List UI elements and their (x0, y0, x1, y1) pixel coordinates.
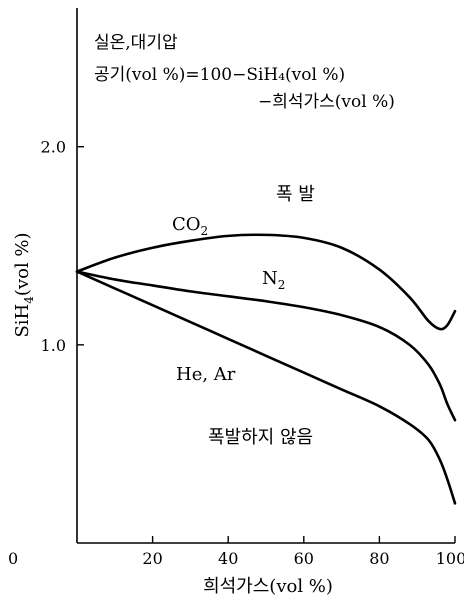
x-tick-label-40: 40 (218, 549, 238, 568)
series-layer (75, 233, 457, 505)
y-tick-label-0: 1.0 (41, 336, 66, 355)
note-line-2: 공기(vol %)=100−SiH₄(vol %) (94, 65, 345, 85)
series-label-n2-sub: 2 (278, 278, 286, 292)
series-label-n2: N2 (262, 268, 285, 292)
x-tick-label-20: 20 (142, 549, 162, 568)
series-line-he-ar (75, 270, 457, 505)
region-label-explosion: 폭 발 (276, 184, 315, 205)
series-label-co2: CO2 (172, 214, 208, 238)
series-line-n2 (75, 270, 457, 422)
note-line-3: −희석가스(vol %) (258, 92, 395, 112)
x-tick-label-0: 0 (8, 549, 18, 568)
x-tick-label-100: 100 (436, 549, 464, 568)
series-label-he-ar: He, Ar (176, 364, 236, 385)
series-label-n2-main: N (262, 268, 278, 289)
y-axis-label: SiH4(vol %) (12, 232, 36, 337)
x-axis-label: 희석가스(vol %) (203, 576, 333, 597)
series-label-co2-main: CO (172, 214, 201, 235)
y-axis-label-sub: 4 (22, 296, 36, 304)
note-line-1: 실온,대기압 (94, 33, 178, 53)
y-tick-label-1: 2.0 (41, 138, 66, 157)
series-line-co2 (75, 233, 457, 331)
region-label-no-explosion: 폭발하지 않음 (208, 427, 313, 448)
y-axis-label-main: SiH (12, 304, 33, 338)
x-tick-label-60: 60 (294, 549, 314, 568)
series-label-co2-sub: 2 (201, 224, 209, 238)
tick-layer: 0 20 40 60 80 100 1.0 2.0 (8, 138, 464, 568)
y-axis-label-unit: (vol %) (12, 232, 33, 296)
x-tick-label-80: 80 (369, 549, 389, 568)
frame-layer (76, 8, 455, 544)
